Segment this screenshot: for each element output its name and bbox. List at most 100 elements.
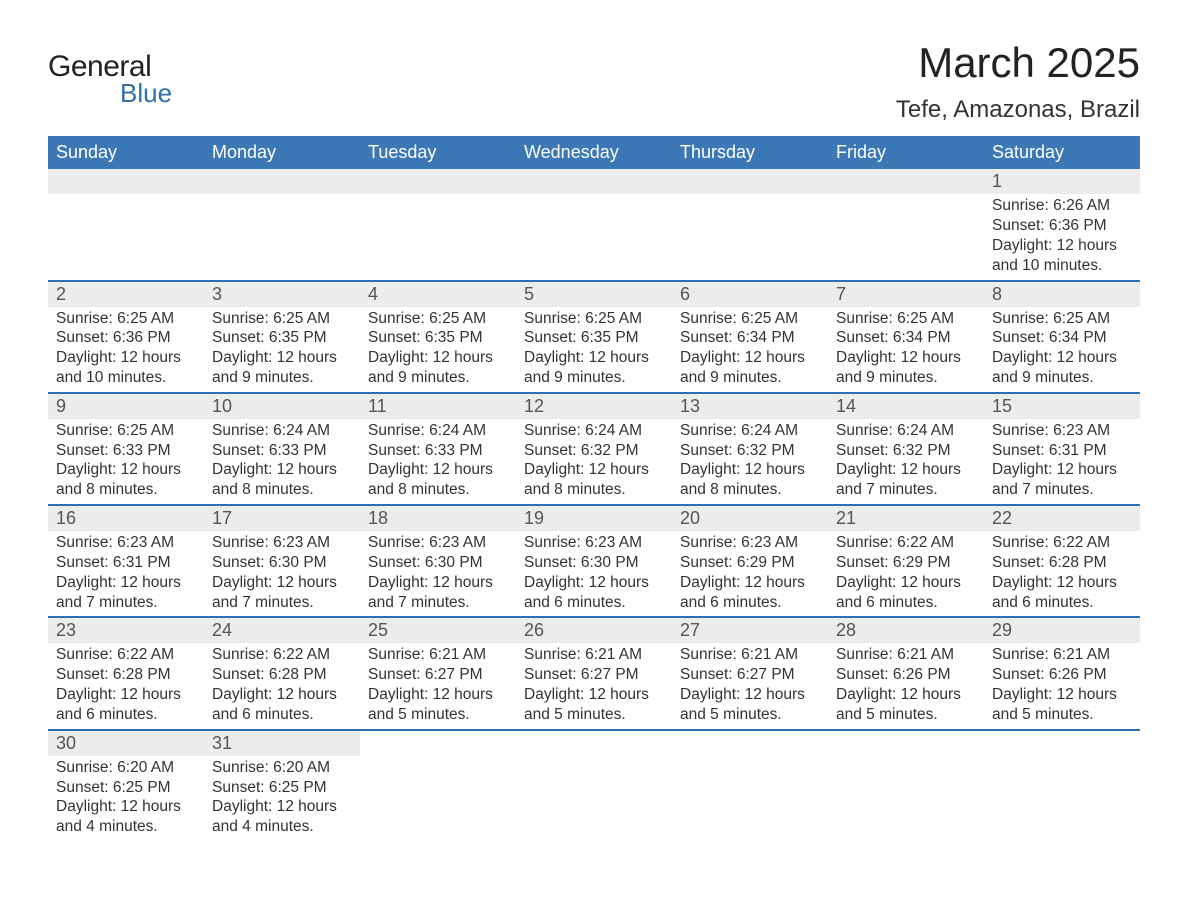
day-details: Sunrise: 6:24 AMSunset: 6:32 PMDaylight:… (828, 419, 984, 504)
day-number: 14 (828, 394, 984, 419)
day-details: Sunrise: 6:25 AMSunset: 6:35 PMDaylight:… (516, 307, 672, 392)
day-details (828, 756, 984, 776)
day-detail-line: and 9 minutes. (836, 368, 976, 388)
day-detail-line: Daylight: 12 hours (680, 685, 820, 705)
day-detail-line: Sunset: 6:33 PM (368, 441, 508, 461)
day-detail-line: Sunrise: 6:23 AM (524, 533, 664, 553)
day-details: Sunrise: 6:21 AMSunset: 6:26 PMDaylight:… (828, 643, 984, 728)
day-detail-line: Sunrise: 6:20 AM (212, 758, 352, 778)
day-cell: 20Sunrise: 6:23 AMSunset: 6:29 PMDayligh… (672, 505, 828, 617)
day-detail-line: Sunset: 6:34 PM (680, 328, 820, 348)
day-detail-line: Sunrise: 6:25 AM (368, 309, 508, 329)
day-detail-line: and 9 minutes. (680, 368, 820, 388)
day-number (672, 169, 828, 194)
day-number (360, 731, 516, 756)
day-detail-line: and 8 minutes. (212, 480, 352, 500)
day-detail-line: Sunset: 6:30 PM (524, 553, 664, 573)
day-details: Sunrise: 6:23 AMSunset: 6:31 PMDaylight:… (984, 419, 1140, 504)
day-cell (360, 169, 516, 280)
day-detail-line: Sunset: 6:28 PM (56, 665, 196, 685)
day-details: Sunrise: 6:25 AMSunset: 6:33 PMDaylight:… (48, 419, 204, 504)
day-number (828, 169, 984, 194)
day-number (516, 731, 672, 756)
day-detail-line: Sunrise: 6:21 AM (680, 645, 820, 665)
day-number: 27 (672, 618, 828, 643)
day-detail-line: Sunset: 6:29 PM (680, 553, 820, 573)
day-details (984, 756, 1140, 776)
day-detail-line: Daylight: 12 hours (368, 573, 508, 593)
page-header: General Blue March 2025 Tefe, Amazonas, … (48, 40, 1140, 124)
day-cell: 19Sunrise: 6:23 AMSunset: 6:30 PMDayligh… (516, 505, 672, 617)
day-detail-line: Sunrise: 6:23 AM (992, 421, 1132, 441)
day-detail-line: Daylight: 12 hours (212, 348, 352, 368)
day-number: 30 (48, 731, 204, 756)
day-detail-line: and 5 minutes. (368, 705, 508, 725)
day-cell: 30Sunrise: 6:20 AMSunset: 6:25 PMDayligh… (48, 730, 204, 841)
day-detail-line: Sunrise: 6:20 AM (56, 758, 196, 778)
day-detail-line: Daylight: 12 hours (524, 348, 664, 368)
day-detail-line: Sunset: 6:33 PM (56, 441, 196, 461)
day-detail-line: and 6 minutes. (992, 593, 1132, 613)
day-detail-line: Sunrise: 6:25 AM (992, 309, 1132, 329)
day-details: Sunrise: 6:24 AMSunset: 6:32 PMDaylight:… (672, 419, 828, 504)
day-cell: 4Sunrise: 6:25 AMSunset: 6:35 PMDaylight… (360, 281, 516, 393)
week-row: 9Sunrise: 6:25 AMSunset: 6:33 PMDaylight… (48, 393, 1140, 505)
day-cell: 5Sunrise: 6:25 AMSunset: 6:35 PMDaylight… (516, 281, 672, 393)
day-number: 19 (516, 506, 672, 531)
day-number: 26 (516, 618, 672, 643)
day-detail-line: and 9 minutes. (212, 368, 352, 388)
day-number: 5 (516, 282, 672, 307)
day-cell: 18Sunrise: 6:23 AMSunset: 6:30 PMDayligh… (360, 505, 516, 617)
day-number: 18 (360, 506, 516, 531)
day-cell: 17Sunrise: 6:23 AMSunset: 6:30 PMDayligh… (204, 505, 360, 617)
day-number: 29 (984, 618, 1140, 643)
day-detail-line: and 9 minutes. (992, 368, 1132, 388)
day-cell: 27Sunrise: 6:21 AMSunset: 6:27 PMDayligh… (672, 617, 828, 729)
day-number: 16 (48, 506, 204, 531)
week-row: 16Sunrise: 6:23 AMSunset: 6:31 PMDayligh… (48, 505, 1140, 617)
day-detail-line: Sunset: 6:30 PM (368, 553, 508, 573)
day-detail-line: Sunrise: 6:25 AM (524, 309, 664, 329)
dow-sunday: Sunday (48, 136, 204, 169)
month-title: March 2025 (896, 40, 1140, 86)
day-detail-line: Sunrise: 6:21 AM (836, 645, 976, 665)
day-number: 25 (360, 618, 516, 643)
day-details (204, 194, 360, 214)
day-detail-line: Daylight: 12 hours (992, 573, 1132, 593)
day-cell: 9Sunrise: 6:25 AMSunset: 6:33 PMDaylight… (48, 393, 204, 505)
day-number (984, 731, 1140, 756)
day-details: Sunrise: 6:21 AMSunset: 6:27 PMDaylight:… (360, 643, 516, 728)
day-number: 23 (48, 618, 204, 643)
day-detail-line: Daylight: 12 hours (680, 348, 820, 368)
day-number: 9 (48, 394, 204, 419)
day-cell: 7Sunrise: 6:25 AMSunset: 6:34 PMDaylight… (828, 281, 984, 393)
day-details: Sunrise: 6:23 AMSunset: 6:30 PMDaylight:… (204, 531, 360, 616)
day-detail-line: Daylight: 12 hours (56, 460, 196, 480)
day-detail-line: Sunset: 6:27 PM (680, 665, 820, 685)
day-number: 4 (360, 282, 516, 307)
week-row: 1Sunrise: 6:26 AMSunset: 6:36 PMDaylight… (48, 169, 1140, 280)
day-detail-line: Sunrise: 6:21 AM (368, 645, 508, 665)
day-details (828, 194, 984, 214)
dow-tuesday: Tuesday (360, 136, 516, 169)
day-details: Sunrise: 6:25 AMSunset: 6:34 PMDaylight:… (672, 307, 828, 392)
day-detail-line: and 6 minutes. (56, 705, 196, 725)
day-detail-line: Sunrise: 6:23 AM (680, 533, 820, 553)
week-row: 23Sunrise: 6:22 AMSunset: 6:28 PMDayligh… (48, 617, 1140, 729)
day-detail-line: Sunrise: 6:22 AM (992, 533, 1132, 553)
day-detail-line: Daylight: 12 hours (992, 348, 1132, 368)
day-details: Sunrise: 6:23 AMSunset: 6:30 PMDaylight:… (360, 531, 516, 616)
day-details: Sunrise: 6:25 AMSunset: 6:34 PMDaylight:… (984, 307, 1140, 392)
dow-friday: Friday (828, 136, 984, 169)
day-number (48, 169, 204, 194)
dow-header-row: Sunday Monday Tuesday Wednesday Thursday… (48, 136, 1140, 169)
day-detail-line: Daylight: 12 hours (524, 685, 664, 705)
day-detail-line: Sunset: 6:26 PM (992, 665, 1132, 685)
day-detail-line: Sunrise: 6:25 AM (836, 309, 976, 329)
day-number (828, 731, 984, 756)
day-detail-line: Sunset: 6:32 PM (680, 441, 820, 461)
day-detail-line: Sunrise: 6:25 AM (680, 309, 820, 329)
day-detail-line: Daylight: 12 hours (212, 797, 352, 817)
day-detail-line: Daylight: 12 hours (680, 460, 820, 480)
day-details: Sunrise: 6:22 AMSunset: 6:28 PMDaylight:… (984, 531, 1140, 616)
